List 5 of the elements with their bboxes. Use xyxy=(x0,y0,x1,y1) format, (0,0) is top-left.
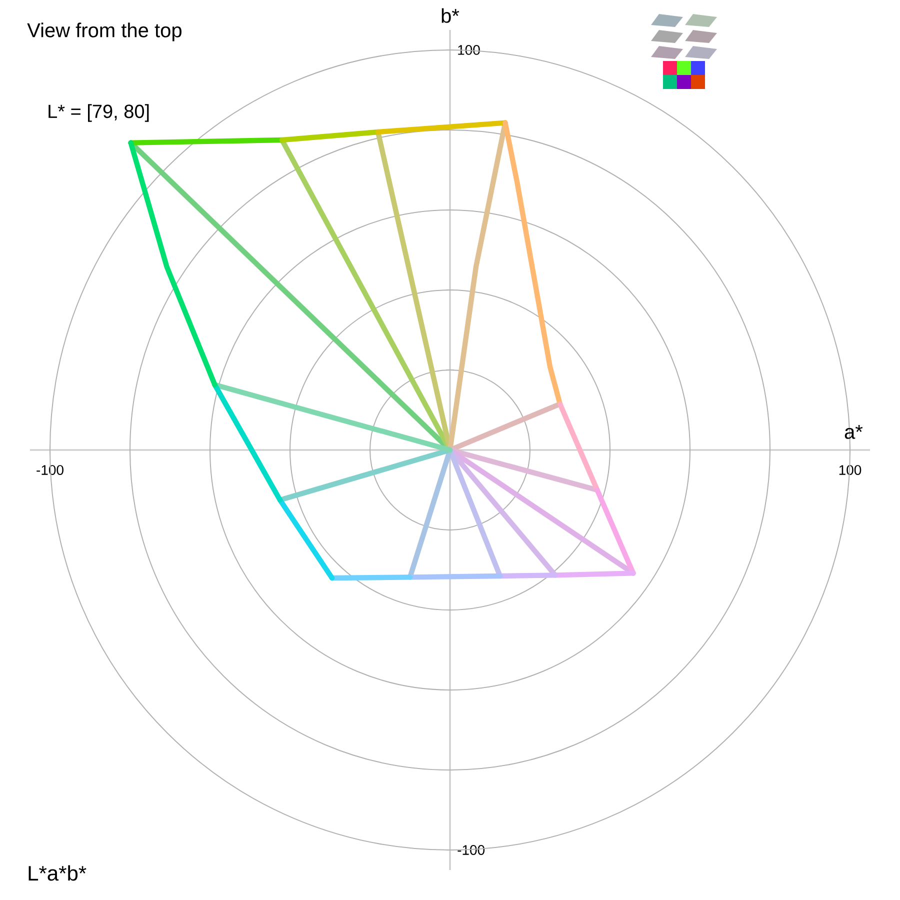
annotation: L* = [79, 80] xyxy=(48,104,149,122)
chart-title: View from the top xyxy=(27,22,182,42)
x-axis-title: a* xyxy=(844,424,863,439)
annotation: L*a*b* xyxy=(28,865,86,881)
y-axis-title: b* xyxy=(442,8,460,23)
